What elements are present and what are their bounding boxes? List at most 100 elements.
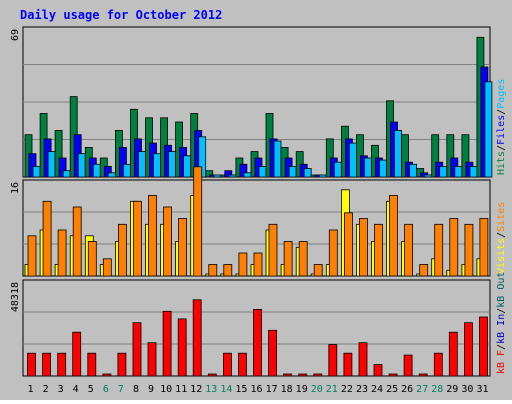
bar-sites — [193, 166, 203, 277]
bar-hits — [54, 129, 63, 178]
panel-max-label: 69 — [10, 29, 21, 41]
bar-kb-f — [72, 331, 82, 377]
bar-pages — [183, 155, 192, 178]
bar-hits — [431, 134, 440, 178]
x-tick-label: 5 — [88, 384, 94, 395]
x-tick-label: 3 — [58, 384, 64, 395]
bar-kb-f — [418, 373, 428, 377]
bar-kb-f — [27, 352, 36, 377]
bar-pages — [198, 136, 207, 178]
bar-kb-f — [87, 352, 97, 377]
bar-pages — [258, 165, 267, 178]
x-tick-label: 13 — [205, 384, 217, 395]
legend-entry: Sites — [496, 202, 507, 232]
bar-pages — [107, 172, 116, 178]
panel-legend: kB F/kB In/kB Out — [496, 272, 507, 374]
x-tick-label: 29 — [446, 384, 458, 395]
x-tick-label: 28 — [431, 384, 443, 395]
x-tick-label: 10 — [160, 384, 172, 395]
bar-hits — [401, 134, 410, 178]
bar-sites — [464, 223, 474, 277]
x-tick-label: 21 — [326, 384, 338, 395]
x-tick-label: 4 — [73, 384, 79, 395]
bar-kb-f — [373, 364, 383, 377]
bar-kb-f — [162, 310, 172, 377]
bar-sites — [449, 218, 459, 277]
bar-pages — [363, 157, 372, 178]
bar-pages — [92, 163, 101, 178]
bar-sites — [313, 264, 323, 277]
legend-entry: kB F — [496, 350, 507, 374]
x-tick-label: 20 — [311, 384, 323, 395]
bar-sites — [404, 223, 414, 277]
bar-sites — [57, 229, 67, 277]
bar-sites — [102, 258, 112, 277]
legend-entry: Files — [496, 115, 507, 145]
bar-hits — [461, 134, 470, 178]
bar-pages — [303, 168, 312, 178]
bar-pages — [123, 163, 131, 178]
bar-pages — [77, 153, 86, 178]
bar-kb-f — [253, 308, 262, 377]
bar-sites — [283, 241, 293, 277]
bar-pages — [213, 174, 222, 178]
x-tick-label: 7 — [118, 384, 124, 395]
bar-sites — [434, 223, 444, 277]
bar-kb-f — [222, 352, 232, 377]
x-tick-label: 14 — [220, 384, 232, 395]
bar-kb-f — [192, 299, 202, 377]
bar-kb-f — [298, 373, 308, 377]
bar-sites — [87, 241, 97, 277]
chart-panels: 69Hits/Files/Pages16Visits/Sites48318kB … — [10, 26, 507, 377]
bar-kb-f — [177, 318, 187, 377]
x-tick-label: 1 — [27, 384, 33, 395]
bar-sites — [208, 264, 218, 277]
bar-pages — [32, 165, 41, 178]
bar-files — [58, 157, 67, 178]
bar-kb-f — [117, 352, 127, 377]
bar-sites — [253, 252, 263, 277]
legend-entry: / — [496, 308, 507, 314]
x-tick-label: 9 — [148, 384, 154, 395]
bar-pages — [47, 151, 56, 178]
bar-kb-f — [448, 331, 458, 377]
bar-pages — [394, 129, 402, 178]
bar-kb-f — [479, 316, 488, 377]
legend-entry: / — [496, 109, 507, 115]
bar-kb-f — [328, 344, 338, 377]
bar-kb-f — [102, 373, 112, 377]
bar-sites — [163, 206, 173, 277]
bar-kb-f — [283, 373, 293, 377]
legend-entry: kB Out — [496, 272, 507, 308]
x-tick-label: 6 — [103, 384, 109, 395]
bar-kb-f — [268, 329, 278, 377]
bar-sites — [178, 218, 188, 277]
bar-pages — [333, 161, 342, 178]
bar-pages — [138, 151, 146, 178]
x-tick-label: 18 — [281, 384, 293, 395]
x-tick-label: 16 — [250, 384, 262, 395]
legend-entry: / — [496, 145, 507, 151]
x-tick-label: 19 — [296, 384, 308, 395]
bar-sites — [133, 200, 142, 277]
bar-pages — [469, 165, 478, 178]
bar-pages — [439, 165, 448, 178]
bar-pages — [168, 151, 177, 178]
bar-kb-f — [313, 373, 323, 377]
bar-sites — [298, 241, 308, 277]
panel-max-label: 48318 — [10, 282, 21, 312]
x-tick-label: 24 — [371, 384, 383, 395]
panel-visits-sites: 16 Visits/Sites — [10, 166, 507, 277]
x-tick-label: 26 — [401, 384, 413, 395]
bar-pages — [288, 165, 297, 178]
bar-pages — [484, 81, 493, 178]
bar-files — [119, 146, 127, 178]
x-tick-label: 12 — [190, 384, 202, 395]
x-tick-label: 22 — [341, 384, 353, 395]
bar-kb-f — [42, 352, 51, 377]
x-tick-label: 31 — [476, 384, 488, 395]
bar-sites — [27, 235, 37, 277]
